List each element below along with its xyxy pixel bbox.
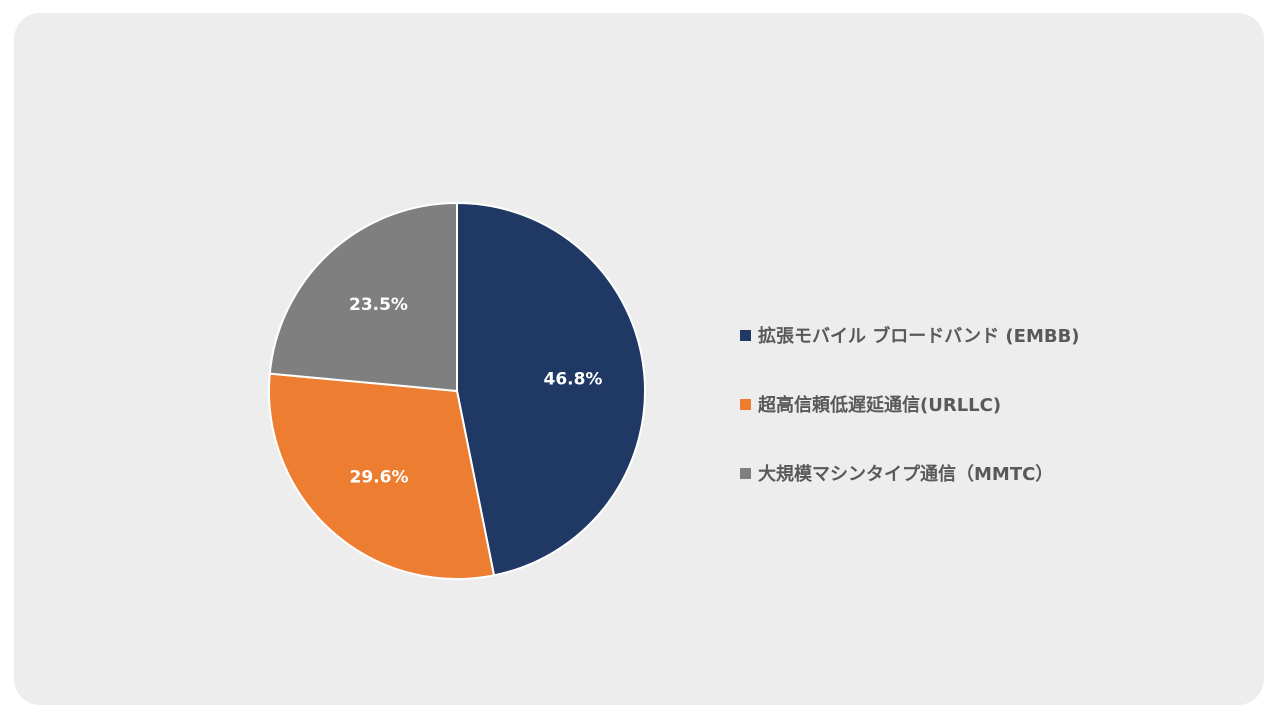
legend-label-urllc: 超高信頼低遅延通信(URLLC)	[758, 395, 1002, 416]
pie-slices	[268, 201, 646, 580]
legend-swatch-embb	[740, 329, 751, 341]
legend-item-urllc: 超高信頼低遅延通信(URLLC)	[740, 387, 1080, 421]
pie-slice-embb	[456, 201, 646, 577]
legend-label-embb: 拡張モバイル ブロードバンド (EMBB)	[758, 326, 1080, 347]
pie-label-urllc: 29.6%	[350, 468, 409, 488]
pie-label-embb: 46.8%	[543, 369, 602, 389]
legend-swatch-urllc	[740, 398, 751, 410]
legend-item-mmtc: 大規模マシンタイプ通信（MMTC）	[740, 456, 1080, 490]
chart-legend: 拡張モバイル ブロードバンド (EMBB) 超高信頼低遅延通信(URLLC) 大…	[740, 318, 1080, 525]
pie-slice-mmtc	[268, 201, 458, 393]
legend-label-mmtc: 大規模マシンタイプ通信（MMTC）	[758, 464, 1054, 485]
pie-slice-urllc	[268, 372, 496, 580]
pie-label-mmtc: 23.5%	[349, 295, 408, 315]
pie-labels: 46.8% 29.6% 23.5%	[349, 295, 602, 488]
legend-swatch-mmtc	[740, 467, 751, 479]
legend-item-embb: 拡張モバイル ブロードバンド (EMBB)	[740, 318, 1080, 352]
